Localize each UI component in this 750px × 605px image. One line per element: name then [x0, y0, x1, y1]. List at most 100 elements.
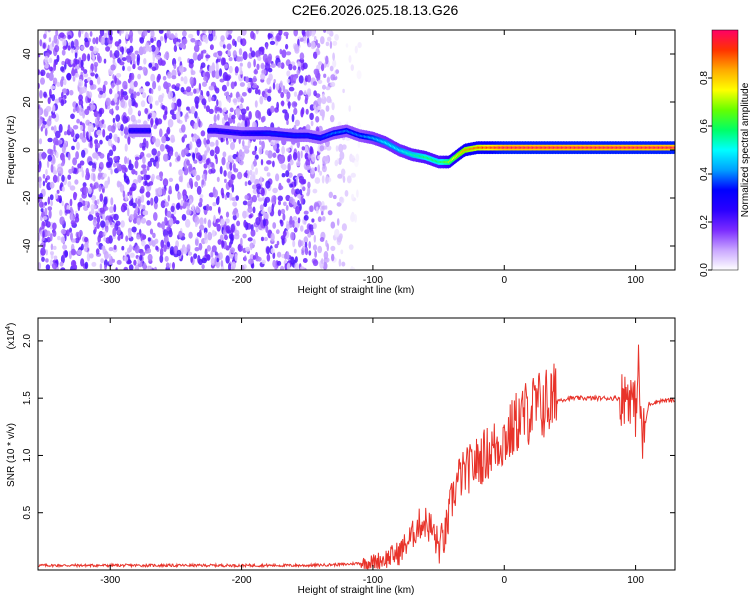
heatmap-noise-cell — [221, 156, 226, 166]
heatmap-noise-cell — [287, 155, 291, 163]
heatmap-noise-cell — [68, 168, 73, 174]
heatmap-noise-cell — [145, 81, 150, 87]
heatmap-noise-cell — [247, 61, 252, 69]
heatmap-noise-cell — [302, 35, 307, 44]
heatmap-noise-cell — [223, 113, 229, 121]
heatmap-noise-cell — [171, 75, 177, 80]
heatmap-noise-cell — [145, 191, 151, 198]
heatmap-noise-cell — [266, 160, 272, 165]
heatmap-noise-cell — [165, 262, 170, 269]
heatmap-noise-cell — [240, 38, 243, 45]
heatmap-noise-cell — [214, 154, 218, 160]
heatmap-noise-cell — [99, 207, 105, 213]
heatmap-noise-cell — [281, 173, 286, 178]
heatmap-noise-cell — [133, 91, 137, 99]
heatmap-noise-cell — [204, 231, 208, 241]
heatmap-noise-cell — [206, 144, 210, 153]
heatmap-noise-cell — [154, 155, 159, 163]
heatmap-noise-cell — [220, 35, 225, 42]
heatmap-noise-cell — [211, 96, 215, 102]
heatmap-noise-cell — [114, 50, 120, 59]
heatmap-noise-cell — [39, 201, 44, 208]
heatmap-noise-cell — [316, 74, 321, 82]
heatmap-noise-cell — [46, 230, 51, 237]
heatmap-noise-cell — [250, 80, 254, 87]
heatmap-noise-cell — [203, 76, 208, 82]
heatmap-noise-cell — [121, 166, 126, 174]
heatmap-noise-cell — [92, 54, 95, 63]
heatmap-noise-cell — [123, 266, 129, 270]
heatmap-noise-cell — [344, 190, 349, 197]
heatmap-noise-cell — [244, 194, 249, 200]
heatmap-noise-cell — [336, 202, 342, 207]
colorbar-gradient — [711, 29, 739, 271]
heatmap-noise-cell — [107, 138, 112, 147]
heatmap-noise-cell — [356, 122, 361, 130]
heatmap-noise-cell — [186, 209, 192, 216]
heatmap-noise-cell — [105, 97, 111, 107]
heatmap-noise-cell — [99, 90, 104, 95]
heatmap-noise-cell — [151, 88, 154, 95]
heatmap-noise-cell — [96, 215, 101, 224]
heatmap-noise-cell — [122, 80, 128, 90]
heatmap-noise-cell — [130, 114, 136, 122]
heatmap-noise-cell — [38, 164, 41, 173]
spectrogram-xtick-label: 0 — [501, 275, 507, 286]
heatmap-noise-cell — [238, 48, 243, 56]
heatmap-noise-cell — [289, 159, 294, 166]
heatmap-noise-cell — [61, 144, 66, 154]
heatmap-noise-cell — [40, 208, 44, 213]
heatmap-noise-cell — [248, 258, 254, 265]
heatmap-noise-cell — [186, 112, 189, 118]
heatmap-noise-cell — [252, 255, 256, 260]
heatmap-noise-cell — [40, 77, 45, 85]
heatmap-noise-cell — [38, 262, 42, 270]
heatmap-noise-cell — [128, 200, 134, 207]
heatmap-noise-cell — [83, 186, 89, 195]
heatmap-noise-cell — [67, 59, 72, 67]
heatmap-noise-cell — [235, 156, 240, 162]
heatmap-noise-cell — [214, 251, 218, 256]
heatmap-noise-cell — [136, 234, 141, 240]
heatmap-noise-cell — [102, 173, 107, 178]
heatmap-noise-cell — [254, 100, 258, 108]
heatmap-noise-cell — [312, 81, 318, 86]
heatmap-noise-cell — [48, 221, 51, 227]
heatmap-noise-cell — [137, 30, 143, 35]
heatmap-noise-cell — [38, 109, 42, 116]
heatmap-noise-cell — [99, 30, 105, 37]
heatmap-noise-cell — [197, 254, 201, 264]
heatmap-noise-cell — [216, 176, 220, 183]
heatmap-noise-cell — [312, 244, 318, 251]
heatmap-noise-cell — [272, 252, 276, 259]
heatmap-noise-cell — [146, 265, 151, 270]
heatmap-noise-cell — [104, 180, 109, 189]
heatmap-noise-cell — [215, 218, 220, 223]
heatmap-noise-cell — [196, 138, 202, 148]
heatmap-noise-cell — [149, 228, 154, 235]
heatmap-noise-cell — [182, 30, 187, 37]
heatmap-noise-cell — [103, 196, 108, 205]
heatmap-noise-cell — [337, 173, 343, 179]
heatmap-noise-cell — [158, 94, 164, 103]
heatmap-noise-cell — [212, 189, 218, 198]
heatmap-noise-cell — [218, 100, 222, 108]
heatmap-noise-cell — [128, 264, 134, 270]
spectrogram-xtick-label: -200 — [232, 275, 252, 286]
heatmap-noise-cell — [175, 202, 181, 211]
heatmap-noise-cell — [188, 198, 193, 205]
heatmap-noise-cell — [109, 206, 114, 214]
heatmap-noise-cell — [128, 159, 132, 168]
heatmap-noise-cell — [133, 209, 137, 217]
snr-xtick-label: -200 — [232, 575, 252, 586]
heatmap-noise-cell — [203, 163, 208, 169]
heatmap-noise-cell — [69, 89, 74, 96]
heatmap-noise-cell — [291, 113, 295, 123]
heatmap-noise-cell — [123, 172, 127, 180]
heatmap-noise-cell — [167, 118, 174, 128]
heatmap-noise-cell — [339, 196, 345, 204]
heatmap-noise-cell — [270, 248, 275, 254]
heatmap-noise-cell — [166, 210, 172, 218]
heatmap-noise-cell — [286, 91, 291, 100]
heatmap-noise-cell — [150, 44, 156, 52]
